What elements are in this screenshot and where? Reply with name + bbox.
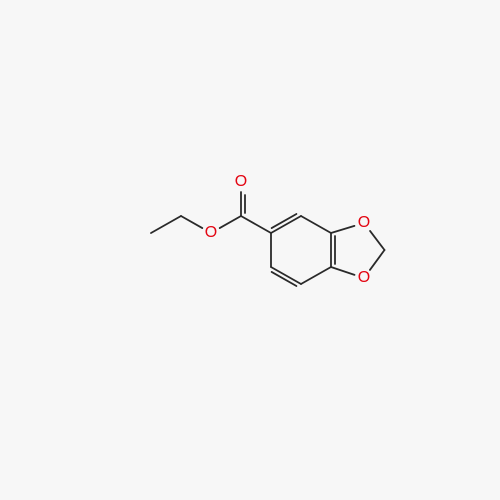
molecule-canvas: O O O O (0, 0, 500, 500)
canvas-background (0, 0, 500, 500)
atom-label-O: O (205, 225, 217, 241)
atom-label-O: O (358, 270, 370, 286)
atom-label-O: O (235, 174, 247, 190)
molecule-svg (0, 0, 500, 500)
atom-label-O: O (358, 215, 370, 231)
